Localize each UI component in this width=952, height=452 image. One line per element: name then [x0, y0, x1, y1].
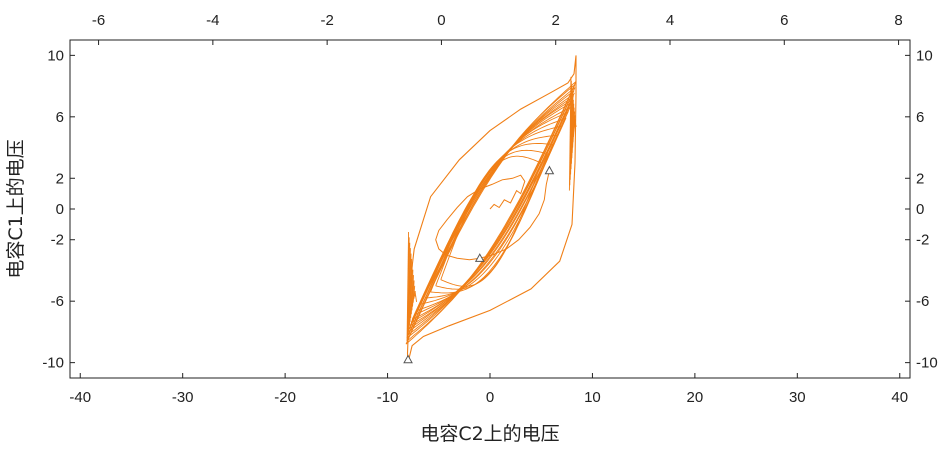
x-tick-label: -20 — [274, 389, 296, 406]
y-tick-label: 6 — [56, 109, 64, 126]
x-tick-label: -10 — [377, 389, 399, 406]
x-tick-label: 20 — [687, 389, 704, 406]
triangle-marker — [544, 165, 555, 175]
y-tick-label: -2 — [51, 232, 64, 249]
top-x-tick-label: -6 — [92, 12, 105, 29]
right-y-tick-label: -6 — [916, 293, 929, 310]
top-x-tick-label: 2 — [552, 12, 560, 29]
left-wall-segment — [407, 237, 410, 338]
inner-spiral — [435, 170, 550, 261]
trajectory-loop — [408, 95, 575, 330]
trajectory-markers — [403, 165, 555, 364]
right-y-axis: -10 -6 -2 0 2 6 10 — [905, 47, 938, 372]
right-y-tick-label: -10 — [916, 355, 938, 372]
x-tick-label: 0 — [486, 389, 494, 406]
attractor-trajectory — [405, 55, 577, 363]
right-y-tick-label: -2 — [916, 232, 929, 249]
left-wall-segment — [410, 269, 414, 315]
x-tick-label: -40 — [69, 389, 91, 406]
y-axis-title: 电容C1上的电压 — [5, 139, 27, 278]
y-tick-label: -6 — [51, 293, 64, 310]
x-tick-label: 30 — [789, 389, 806, 406]
right-y-tick-label: 6 — [916, 109, 924, 126]
left-wall-segment — [409, 253, 412, 326]
y-tick-label: 0 — [56, 201, 64, 218]
right-wall-segment — [574, 120, 577, 127]
top-x-tick-label: 0 — [437, 12, 445, 29]
x-tick-label: 10 — [584, 389, 601, 406]
top-x-tick-label: -4 — [206, 12, 219, 29]
top-x-tick-label: -2 — [320, 12, 333, 29]
left-wall-segment — [407, 242, 411, 334]
x-tick-label: -30 — [172, 389, 194, 406]
right-y-tick-label: 0 — [916, 201, 924, 218]
outer-excursion — [406, 55, 577, 363]
trajectory-loop — [413, 111, 569, 316]
right-y-tick-label: 2 — [916, 170, 924, 187]
y-tick-label: 2 — [56, 170, 64, 187]
top-x-tick-label: 6 — [780, 12, 788, 29]
x-tick-label: 40 — [891, 389, 908, 406]
trajectory-loop — [411, 106, 571, 321]
top-x-tick-label: 4 — [666, 12, 674, 29]
left-wall-segment — [412, 285, 416, 303]
left-wall-segment — [409, 258, 413, 322]
left-wall-segment — [411, 275, 414, 311]
left-wall-segment — [406, 232, 410, 342]
x-axis-title: 电容C2上的电压 — [420, 423, 559, 445]
trajectory-loop — [406, 84, 576, 342]
y-tick-label: -10 — [42, 355, 64, 372]
trajectory-loop — [416, 117, 567, 311]
triangle-marker — [403, 354, 413, 364]
trajectory-loop — [407, 90, 575, 336]
left-wall-segment — [410, 264, 413, 319]
bottom-x-axis: -40 -30 -20 -10 0 10 20 30 40 — [69, 373, 908, 406]
right-y-tick-label: 10 — [916, 47, 933, 64]
left-wall-segment — [414, 291, 417, 303]
trajectory-loop — [406, 87, 576, 339]
triangle-marker — [474, 253, 485, 262]
y-tick-label: 10 — [47, 47, 64, 64]
trajectory-loop — [410, 101, 572, 324]
top-x-tick-label: 8 — [894, 12, 902, 29]
trajectory-loop — [425, 134, 559, 299]
left-wall-segment — [408, 248, 411, 330]
left-y-axis: -10 -6 -2 0 2 6 10 — [42, 47, 75, 372]
top-x-axis: -6 -4 -2 0 2 4 6 8 — [92, 12, 903, 45]
